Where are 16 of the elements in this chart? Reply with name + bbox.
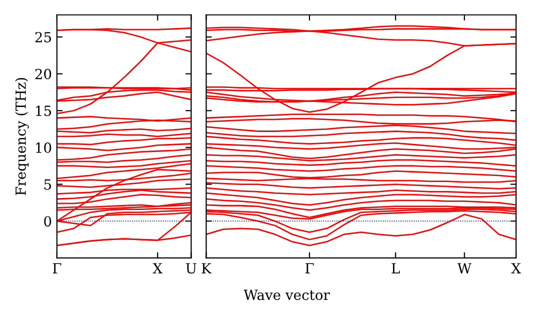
y-tick-label: 0 [44,216,52,227]
y-tick-label: 20 [35,68,52,80]
x-tick-label: Γ [305,263,314,274]
y-axis-title: Frequency (THz) [15,78,29,196]
x-tick-label: X [152,263,162,274]
x-tick-label: W [457,263,472,274]
y-tick-label: 15 [36,106,51,116]
y-tick-label: 25 [35,32,51,42]
x-axis-title: Wave vector [244,290,330,300]
y-tick-label: 5 [44,179,51,190]
x-tick-label: U [186,263,196,274]
x-tick-label: X [511,263,521,274]
x-tick-label: Γ [52,263,62,274]
x-tick-label: K [202,263,212,274]
y-tick-label: 10 [36,142,52,153]
x-tick-label: L [392,263,400,274]
